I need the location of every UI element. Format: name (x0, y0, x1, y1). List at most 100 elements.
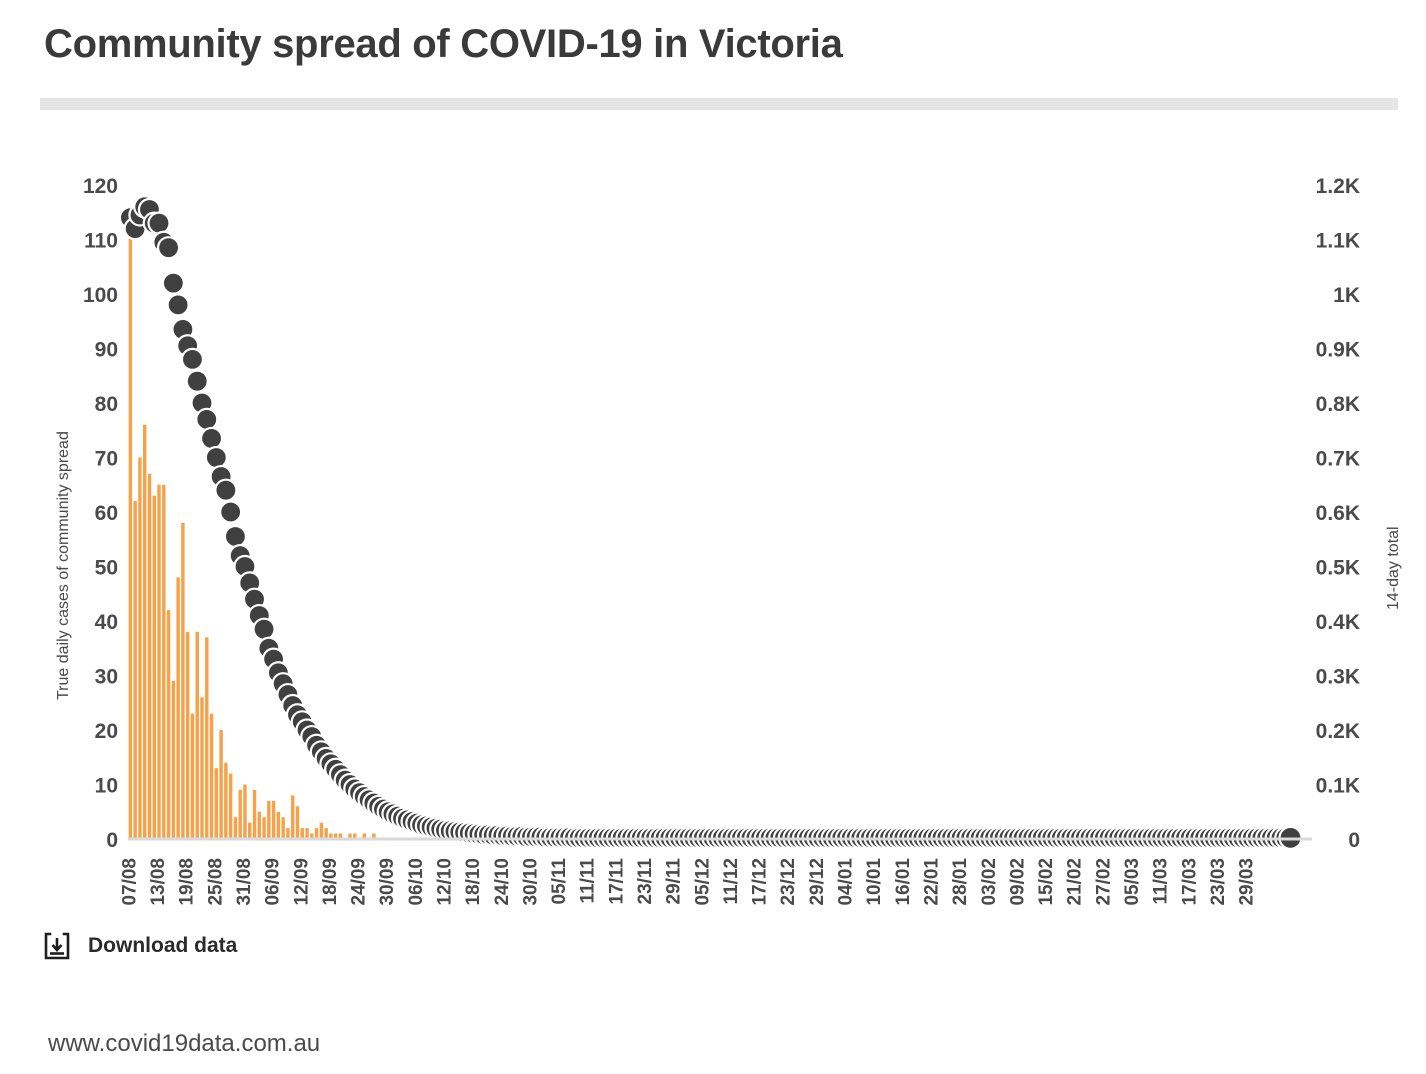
bar (290, 795, 295, 839)
scatter-marker (147, 211, 171, 235)
bar (224, 762, 228, 839)
x-tick-label: 07/08 (119, 858, 140, 906)
y2-tick-label: 0 (1348, 829, 1360, 852)
scatter-marker (180, 347, 205, 371)
x-tick-label: 05/12 (692, 858, 713, 906)
bar (329, 833, 333, 839)
bar (248, 822, 252, 839)
bar-series-daily-cases (128, 234, 376, 840)
y-axis-left-title: True daily cases of community spread (55, 431, 72, 700)
x-tick-label: 22/01 (921, 858, 942, 906)
y-tick-label: 110 (84, 230, 118, 253)
x-tick-label: 29/11 (664, 858, 685, 905)
bar (176, 577, 180, 839)
bar (219, 730, 223, 839)
x-tick-label: 19/08 (177, 858, 198, 906)
bar (152, 495, 156, 839)
x-tick-label: 15/02 (1036, 858, 1057, 906)
bar (286, 828, 290, 839)
y-tick-label: 70 (95, 448, 118, 471)
bar (214, 768, 219, 839)
y2-tick-label: 0.1K (1316, 775, 1360, 798)
bar (200, 697, 204, 839)
scatter-marker (166, 293, 190, 317)
y2-tick-label: 0.4K (1316, 611, 1360, 634)
bar (319, 822, 324, 839)
x-tick-label: 25/08 (205, 858, 226, 906)
bar (190, 713, 195, 839)
y-axis-left-ticks: 0 10 20 30 40 50 60 70 80 90 100 110 120 (83, 175, 118, 852)
x-tick-label: 03/02 (979, 858, 1000, 906)
bar (310, 833, 314, 839)
x-tick-label: 21/02 (1065, 858, 1086, 906)
y2-tick-label: 1K (1333, 284, 1360, 307)
bar (257, 811, 262, 839)
x-tick-label: 04/01 (836, 858, 857, 906)
y-tick-label: 80 (95, 393, 118, 416)
y-tick-label: 60 (95, 502, 118, 525)
bar (157, 484, 161, 839)
y2-tick-label: 0.7K (1316, 448, 1360, 471)
y-axis-right-ticks: 0 0.1K 0.2K 0.3K 0.4K 0.5K 0.6K 0.7K 0.8K 0.9K 1K 1… (1316, 175, 1360, 852)
scatter-series-14day-total (118, 195, 1303, 851)
x-tick-label: 17/03 (1179, 858, 1200, 906)
bar (233, 817, 238, 839)
bar (300, 828, 304, 839)
scatter-marker (204, 445, 228, 470)
y-tick-label: 20 (95, 720, 118, 743)
download-data-button[interactable]: Download data (44, 932, 237, 960)
y2-tick-label: 0.3K (1316, 666, 1360, 689)
scatter-marker (199, 426, 224, 451)
scatter-marker (185, 369, 209, 393)
bar (362, 833, 367, 839)
bar (238, 789, 242, 839)
x-tick-label: 29/03 (1237, 858, 1258, 906)
bar (133, 501, 137, 839)
x-tick-label: 24/10 (492, 858, 513, 906)
bar (295, 806, 300, 839)
x-tick-label: 30/10 (520, 858, 541, 906)
covid-community-spread-chart: 0 10 20 30 40 50 60 70 80 90 100 110 120 0 0.1K 0.2K 0.… (55, 175, 1402, 906)
x-tick-label: 05/03 (1122, 858, 1143, 906)
bar (185, 631, 190, 839)
y-axis-right-title: 14-day total (1385, 526, 1402, 610)
bar (267, 800, 271, 839)
y-tick-label: 10 (95, 775, 118, 798)
bar (205, 637, 209, 839)
bar (252, 789, 257, 839)
x-tick-label: 23/12 (778, 858, 799, 906)
bar (171, 680, 176, 839)
y-tick-label: 0 (106, 829, 118, 852)
x-tick-label: 17/11 (606, 858, 627, 905)
x-tick-label: 10/01 (864, 858, 885, 906)
scatter-marker (195, 407, 219, 431)
x-tick-label: 17/12 (750, 858, 771, 906)
x-tick-label: 12/09 (291, 858, 312, 906)
bar (324, 828, 328, 839)
x-tick-label: 28/01 (950, 858, 971, 906)
y-tick-label: 100 (83, 284, 118, 307)
scatter-marker (252, 617, 276, 641)
x-axis-ticks: 07/08 13/08 19/08 25/08 31/08 06/09 12/09 18/09… (119, 858, 1257, 906)
site-url: www.covid19data.com.au (48, 1030, 321, 1057)
x-tick-label: 06/10 (406, 858, 427, 906)
bar (314, 828, 319, 839)
scatter-marker (219, 500, 243, 524)
bar (305, 828, 309, 839)
bar (181, 522, 185, 839)
bar (353, 833, 357, 839)
x-tick-label: 23/11 (635, 858, 656, 905)
bar (228, 773, 233, 839)
bar (209, 713, 214, 839)
scatter-marker (223, 524, 248, 549)
y2-tick-label: 0.8K (1316, 393, 1360, 416)
y2-tick-label: 0.2K (1316, 720, 1360, 743)
y-tick-label: 90 (95, 339, 118, 362)
bar (147, 473, 152, 839)
bar (333, 833, 338, 839)
x-tick-label: 31/08 (234, 858, 255, 906)
download-data-label: Download data (88, 934, 238, 957)
bar (166, 610, 171, 839)
